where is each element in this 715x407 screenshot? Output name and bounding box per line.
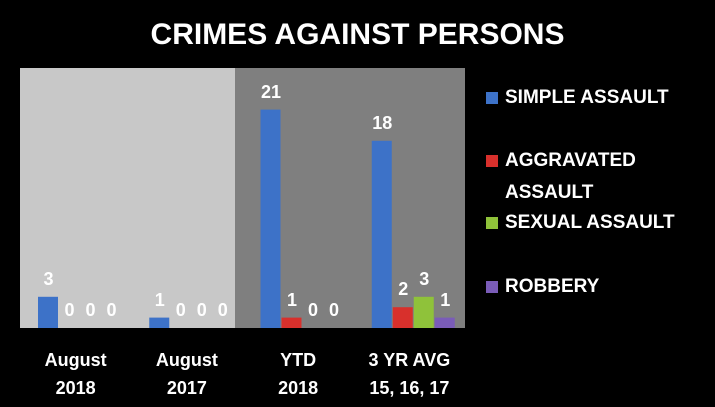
data-label: 0 [64, 300, 75, 320]
legend-swatch [486, 92, 498, 104]
data-label: 0 [85, 300, 96, 320]
x-tick-label: YTD 2018 [278, 350, 319, 398]
data-label: 0 [175, 300, 186, 320]
legend-label: SIMPLE ASSAULT [505, 87, 669, 108]
data-label: 0 [307, 300, 318, 320]
legend-swatch [486, 281, 498, 293]
bar [434, 317, 455, 328]
data-label: 0 [328, 300, 339, 320]
data-label: 1 [154, 289, 165, 310]
bar [371, 140, 392, 328]
data-label: 1 [440, 289, 451, 310]
bar [38, 296, 58, 328]
x-tick-label: 3 YR AVG 15, 16, 17 [368, 350, 451, 398]
data-label: 1 [286, 289, 297, 310]
chart-title: CRIMES AGAINST PERSONS [150, 18, 565, 51]
data-label: 18 [372, 112, 393, 133]
legend-label: AGGRAVATED ASSAULT [505, 150, 636, 203]
bar [260, 109, 281, 328]
legend-swatch [486, 155, 498, 167]
x-tick-label: August 2018 [44, 350, 107, 398]
plot-background-light [20, 68, 235, 328]
legend-label: SEXUAL ASSAULT [505, 212, 675, 233]
bar [413, 296, 434, 328]
data-label: 2 [398, 279, 409, 300]
data-label: 21 [260, 81, 282, 102]
data-label: 0 [106, 300, 117, 320]
data-label: 3 [43, 268, 54, 289]
bar [281, 317, 302, 328]
data-label: 0 [196, 300, 207, 320]
legend-label: ROBBERY [505, 276, 600, 297]
data-label: 0 [217, 300, 228, 320]
x-tick-label: August 2017 [155, 350, 218, 398]
bar [149, 317, 170, 328]
data-label: 3 [419, 268, 430, 289]
bar [392, 307, 413, 328]
legend-swatch [486, 217, 498, 229]
